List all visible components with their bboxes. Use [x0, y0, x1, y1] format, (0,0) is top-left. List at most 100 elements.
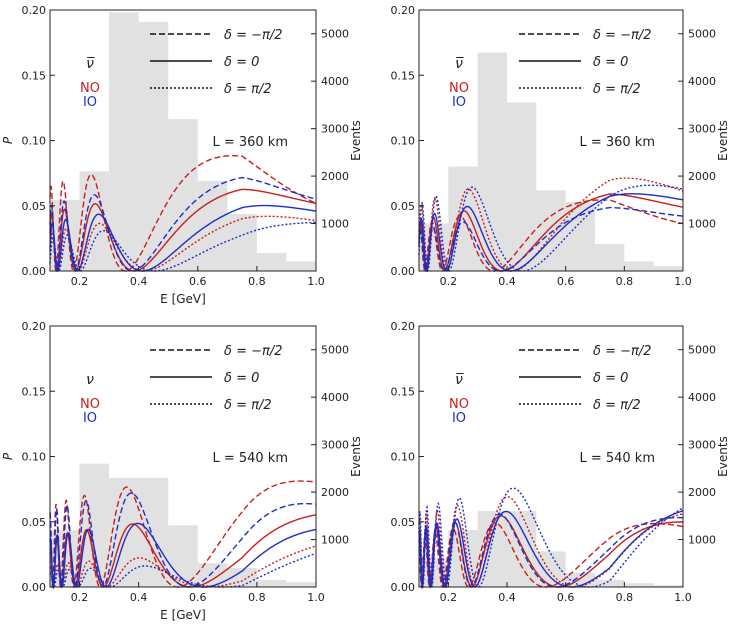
y-tick-label: 0.00	[22, 265, 47, 278]
panel-bottom-right: 0.2 0.4 0.6 0.8 1.0 0.00 0.05 0.10 0.15 0.20 1000 2…	[391, 320, 731, 604]
curve-no-solid	[49, 514, 317, 589]
normal-ordering-label: NO	[80, 397, 100, 412]
legend-label: δ = −π/2	[593, 344, 651, 359]
baseline-label: L = 540 km	[579, 451, 655, 466]
curve-no-dotted	[49, 545, 317, 589]
baseline-label: L = 360 km	[579, 135, 655, 150]
x-tick-label: 0.8	[248, 275, 266, 288]
y2-axis: 1000 2000 3000 4000 5000 Events	[311, 28, 363, 231]
curve-io-dotted	[49, 552, 317, 588]
x-tick-label: 0.2	[71, 275, 89, 288]
curve-io-solid	[49, 522, 317, 590]
histogram-bar	[477, 52, 507, 271]
y2-tick-label: 2000	[321, 170, 349, 183]
x-axis: 0.2 0.4 0.6 0.8 1.0	[440, 266, 692, 288]
probability-curves	[49, 480, 317, 590]
histogram-bar	[286, 261, 316, 271]
y-tick-label: 0.05	[22, 516, 47, 529]
neutrino-species-label: ν̅	[86, 56, 95, 72]
y2-tick-label: 1000	[688, 218, 716, 231]
x-tick-label: 0.6	[557, 275, 575, 288]
curve-io-dashed	[49, 492, 317, 589]
x-tick-label: 0.2	[440, 275, 458, 288]
histogram-bar	[197, 563, 228, 587]
x-tick-label: 0.8	[248, 591, 266, 604]
y2-tick-label: 3000	[321, 439, 349, 452]
y2-tick-label: 5000	[688, 344, 716, 357]
y-tick-label: 0.00	[391, 581, 416, 594]
y2-tick-label: 4000	[688, 391, 716, 404]
normal-ordering-label: NO	[80, 81, 100, 96]
histogram-bar	[595, 243, 625, 271]
histogram-bar	[595, 579, 625, 587]
probability-curves	[418, 177, 684, 273]
neutrino-species-label: ν̅	[455, 372, 464, 388]
curve-no-dashed	[418, 522, 684, 589]
probability-curves	[418, 487, 684, 590]
histogram-bar	[536, 190, 566, 271]
y-tick-label: 0.15	[22, 69, 47, 82]
y-axis: 0.00 0.05 0.10 0.15 0.20 P	[1, 4, 55, 278]
histogram-bar	[138, 21, 169, 272]
curve-no-dashed	[418, 199, 684, 272]
x-tick-label: 0.6	[189, 275, 207, 288]
event-histogram	[50, 463, 316, 587]
legend-label: δ = −π/2	[224, 344, 282, 359]
y-axis-label: P	[1, 136, 15, 144]
y-tick-label: 0.15	[391, 69, 416, 82]
inverted-ordering-label: IO	[452, 411, 466, 426]
y2-tick-label: 1000	[321, 534, 349, 547]
y2-tick-label: 5000	[321, 344, 349, 357]
y-tick-label: 0.15	[22, 385, 47, 398]
inverted-ordering-label: IO	[83, 411, 97, 426]
legend-label: δ = π/2	[593, 398, 641, 413]
x-tick-label: 0.8	[616, 275, 634, 288]
histogram-bar	[565, 202, 595, 271]
y2-tick-label: 2000	[688, 486, 716, 499]
x-axis-label: E [GeV]	[160, 292, 206, 306]
histogram-bar	[653, 585, 683, 587]
y-tick-label: 0.05	[391, 516, 416, 529]
y-tick-label: 0.05	[22, 200, 47, 213]
y2-tick-label: 2000	[688, 170, 716, 183]
x-axis: 0.2 0.4 0.6 0.8 1.0	[440, 582, 692, 604]
y-tick-label: 0.05	[391, 200, 416, 213]
y2-axis: 1000 2000 3000 4000 5000 Events	[678, 344, 730, 547]
y2-axis-label: Events	[716, 120, 730, 161]
normal-ordering-label: NO	[449, 397, 469, 412]
y-tick-label: 0.20	[22, 4, 47, 17]
histogram-bar	[653, 266, 683, 271]
histogram-bar	[256, 579, 287, 587]
x-tick-label: 1.0	[674, 591, 692, 604]
neutrino-species-label: ν̅	[455, 56, 464, 72]
y-tick-label: 0.15	[391, 385, 416, 398]
legend-label: δ = −π/2	[593, 28, 651, 43]
y2-axis: 1000 2000 3000 4000 5000 Events	[311, 344, 363, 547]
y2-tick-label: 3000	[688, 439, 716, 452]
y2-tick-label: 4000	[321, 391, 349, 404]
curve-io-dotted	[418, 184, 684, 273]
y-tick-label: 0.10	[22, 135, 47, 148]
legend-label: δ = −π/2	[224, 28, 282, 43]
y2-tick-label: 1000	[688, 534, 716, 547]
y-tick-label: 0.10	[391, 451, 416, 464]
baseline-label: L = 540 km	[212, 451, 288, 466]
baseline-label: L = 360 km	[212, 135, 288, 150]
curve-io-dotted	[49, 221, 316, 272]
x-tick-label: 0.2	[71, 591, 89, 604]
panel-top-left: 0.2 0.4 0.6 0.8 1.0E [GeV]0.000.050.100.150.…	[1, 4, 363, 306]
histogram-bar	[624, 583, 654, 587]
y-tick-label: 0.20	[22, 320, 47, 333]
x-axis: 0.2 0.4 0.6 0.8 1.0 E [GeV]	[71, 582, 325, 622]
histogram-bar	[624, 261, 654, 271]
y2-axis-label: Events	[349, 436, 363, 477]
y-axis: 0.00 0.05 0.10 0.15 0.20	[391, 320, 424, 594]
y-tick-label: 0.20	[391, 320, 416, 333]
legend: δ = −π/2 δ = 0 δ = π/2	[150, 344, 282, 413]
panel-top-right: 0.2 0.4 0.6 0.8 1.0 0.00 0.05 0.10 0.15 0.20 1000 2…	[391, 4, 731, 288]
y-tick-label: 0.20	[391, 4, 416, 17]
inverted-ordering-label: IO	[83, 95, 97, 110]
legend: δ = −π/2 δ = 0 δ = π/2	[519, 28, 651, 97]
